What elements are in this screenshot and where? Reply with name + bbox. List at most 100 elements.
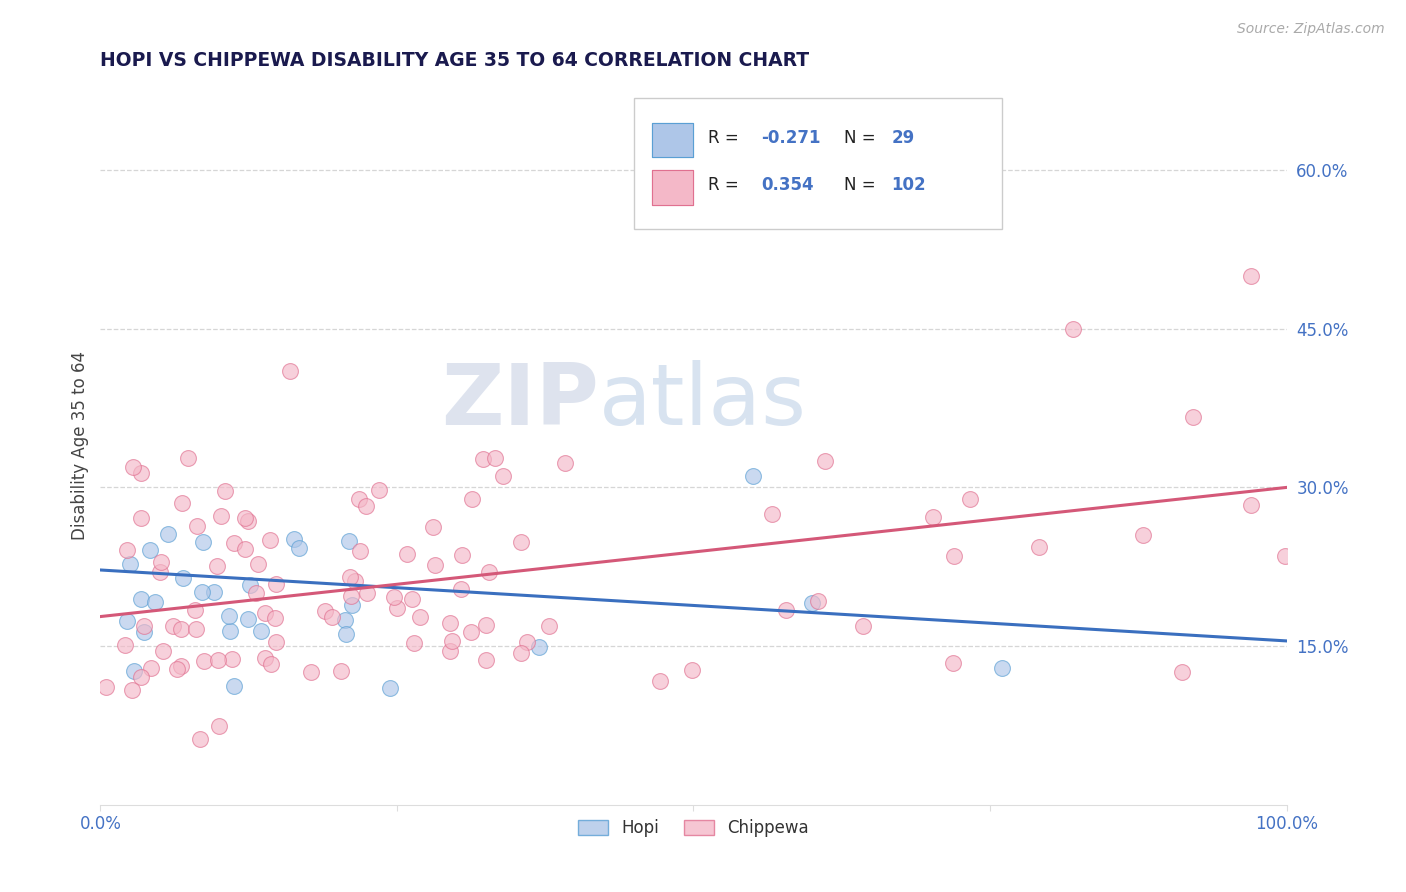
Point (205, 559, 228, 574)
Point (321, 609, 343, 624)
Point (129, 591, 152, 606)
Point (1240, 268, 1263, 283)
Point (538, 618, 561, 632)
Point (347, 492, 370, 507)
Point (460, 625, 482, 640)
Point (117, 543, 139, 558)
Point (439, 616, 461, 631)
Point (382, 591, 405, 605)
Point (221, 652, 243, 666)
Point (1240, 499, 1263, 513)
Point (401, 591, 423, 606)
Point (440, 633, 463, 648)
Point (177, 451, 200, 466)
Point (775, 602, 797, 616)
Point (942, 657, 965, 671)
Text: -0.271: -0.271 (761, 128, 821, 146)
Point (246, 558, 269, 572)
Point (1181, 409, 1204, 424)
Point (959, 491, 981, 506)
Point (510, 646, 533, 660)
Point (761, 507, 783, 521)
Point (991, 661, 1014, 675)
Point (214, 483, 236, 498)
Point (222, 536, 245, 550)
Point (329, 664, 352, 678)
Text: 102: 102 (891, 177, 927, 194)
Point (339, 570, 361, 584)
Point (121, 683, 143, 698)
Point (340, 598, 363, 612)
Point (141, 661, 163, 675)
Point (425, 558, 447, 572)
Point (339, 534, 361, 549)
Point (233, 511, 256, 525)
Point (157, 526, 180, 541)
Point (134, 625, 156, 640)
Y-axis label: Disability Age 35 to 64: Disability Age 35 to 64 (72, 351, 89, 540)
Point (186, 519, 208, 533)
Point (131, 467, 153, 481)
Point (172, 571, 194, 585)
Point (648, 674, 671, 689)
Legend: Hopi, Chippewa: Hopi, Chippewa (571, 812, 815, 844)
Point (188, 732, 211, 747)
Point (942, 549, 965, 563)
Text: R =: R = (707, 177, 744, 194)
Point (492, 469, 515, 483)
Point (409, 610, 432, 624)
Point (122, 664, 145, 678)
Point (150, 555, 173, 569)
Point (207, 719, 229, 733)
Point (343, 574, 366, 588)
Point (259, 533, 281, 547)
Point (378, 681, 401, 695)
Point (451, 548, 474, 562)
Point (1274, 549, 1296, 563)
Point (529, 640, 551, 655)
Point (356, 586, 378, 600)
Point (152, 644, 174, 658)
Point (245, 585, 267, 599)
Point (288, 541, 311, 556)
Point (162, 619, 184, 633)
FancyBboxPatch shape (652, 170, 693, 204)
Point (837, 194, 859, 209)
Point (170, 659, 193, 673)
Point (193, 654, 215, 668)
Point (183, 603, 205, 617)
Point (339, 589, 361, 603)
Point (207, 653, 229, 667)
Point (117, 615, 139, 629)
Text: HOPI VS CHIPPEWA DISABILITY AGE 35 TO 64 CORRELATION CHART: HOPI VS CHIPPEWA DISABILITY AGE 35 TO 64… (100, 51, 810, 70)
Text: atlas: atlas (599, 360, 807, 443)
Point (475, 618, 498, 632)
Point (149, 565, 172, 579)
Point (218, 609, 240, 624)
Point (236, 514, 259, 528)
Point (484, 451, 506, 466)
Point (333, 614, 356, 628)
Point (129, 670, 152, 684)
Point (814, 454, 837, 468)
Point (461, 491, 484, 506)
Text: 29: 29 (891, 128, 915, 146)
Point (1132, 527, 1154, 541)
Text: 0.354: 0.354 (761, 177, 814, 194)
Point (422, 520, 444, 534)
Point (260, 657, 283, 672)
Text: Source: ZipAtlas.com: Source: ZipAtlas.com (1237, 22, 1385, 37)
Point (801, 596, 824, 610)
FancyBboxPatch shape (634, 98, 1002, 229)
Point (554, 456, 576, 470)
Point (852, 619, 875, 633)
Point (278, 364, 301, 378)
Point (922, 510, 945, 524)
Point (741, 469, 763, 483)
Point (1170, 665, 1192, 680)
Text: ZIP: ZIP (441, 360, 599, 443)
Point (253, 651, 276, 665)
Point (190, 585, 212, 599)
Point (209, 508, 232, 523)
Point (170, 622, 193, 636)
